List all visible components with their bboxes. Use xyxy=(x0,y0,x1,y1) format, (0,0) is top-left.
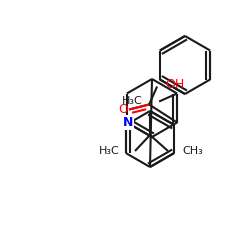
Text: CH₃: CH₃ xyxy=(182,146,203,156)
Text: N: N xyxy=(123,116,133,129)
Text: O: O xyxy=(118,103,128,116)
Text: H₃C: H₃C xyxy=(99,146,120,156)
Text: OH: OH xyxy=(165,78,184,91)
Text: H₃C: H₃C xyxy=(122,96,143,106)
